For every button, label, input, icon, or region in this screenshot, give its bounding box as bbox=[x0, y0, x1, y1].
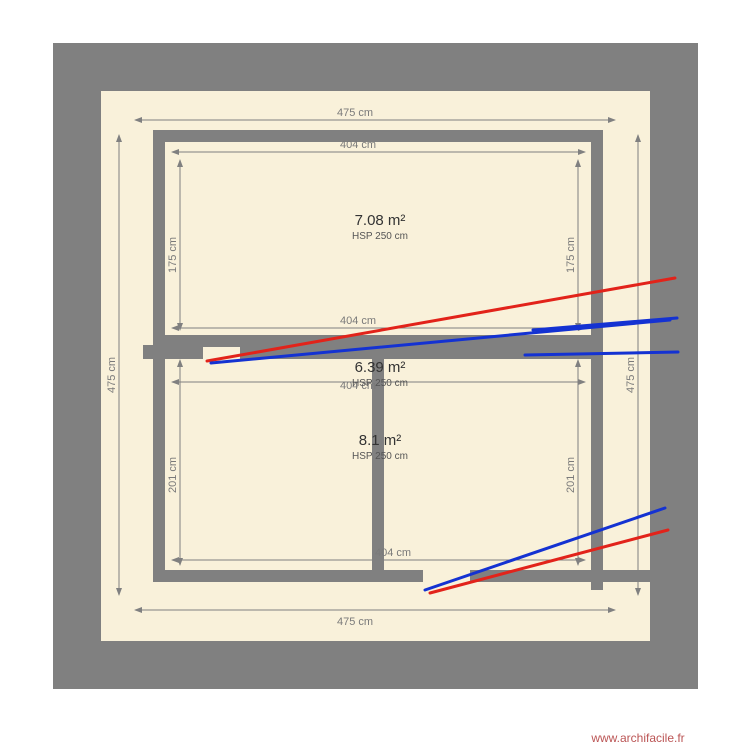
dimension-label: 201 cm bbox=[565, 457, 577, 493]
wall-segment bbox=[240, 345, 603, 359]
dimension-label: 201 cm bbox=[167, 457, 179, 493]
dimension-label: 404 cm bbox=[375, 547, 411, 559]
dimension-label: 475 cm bbox=[337, 616, 373, 628]
dimension-label: 175 cm bbox=[167, 237, 179, 273]
room-area-label: 7.08 m² bbox=[355, 212, 406, 229]
wall-segment bbox=[591, 130, 603, 590]
wall-segment bbox=[143, 345, 203, 359]
dimension-label: 475 cm bbox=[337, 107, 373, 119]
dimension-label: 175 cm bbox=[565, 237, 577, 273]
dimension-label: 475 cm bbox=[625, 357, 637, 393]
room-hsp-label: HSP 250 cm bbox=[352, 451, 408, 462]
watermark-text: www.archifacile.fr bbox=[590, 731, 684, 745]
room-hsp-label: HSP 250 cm bbox=[352, 231, 408, 242]
wall-segment bbox=[153, 130, 603, 142]
room-area-label: 8.1 m² bbox=[359, 432, 402, 449]
dimension-label: 475 cm bbox=[106, 357, 118, 393]
floorplan-canvas: 475 cm 404 cm 175 cm 175 cm 404 cm 404 cm 475 … bbox=[0, 0, 750, 750]
room-hsp-label: HSP 250 cm bbox=[352, 378, 408, 389]
dimension-label: 404 cm bbox=[340, 139, 376, 151]
dimension-label: 404 cm bbox=[340, 315, 376, 327]
room-area-label: 6.39 m² bbox=[355, 359, 406, 376]
